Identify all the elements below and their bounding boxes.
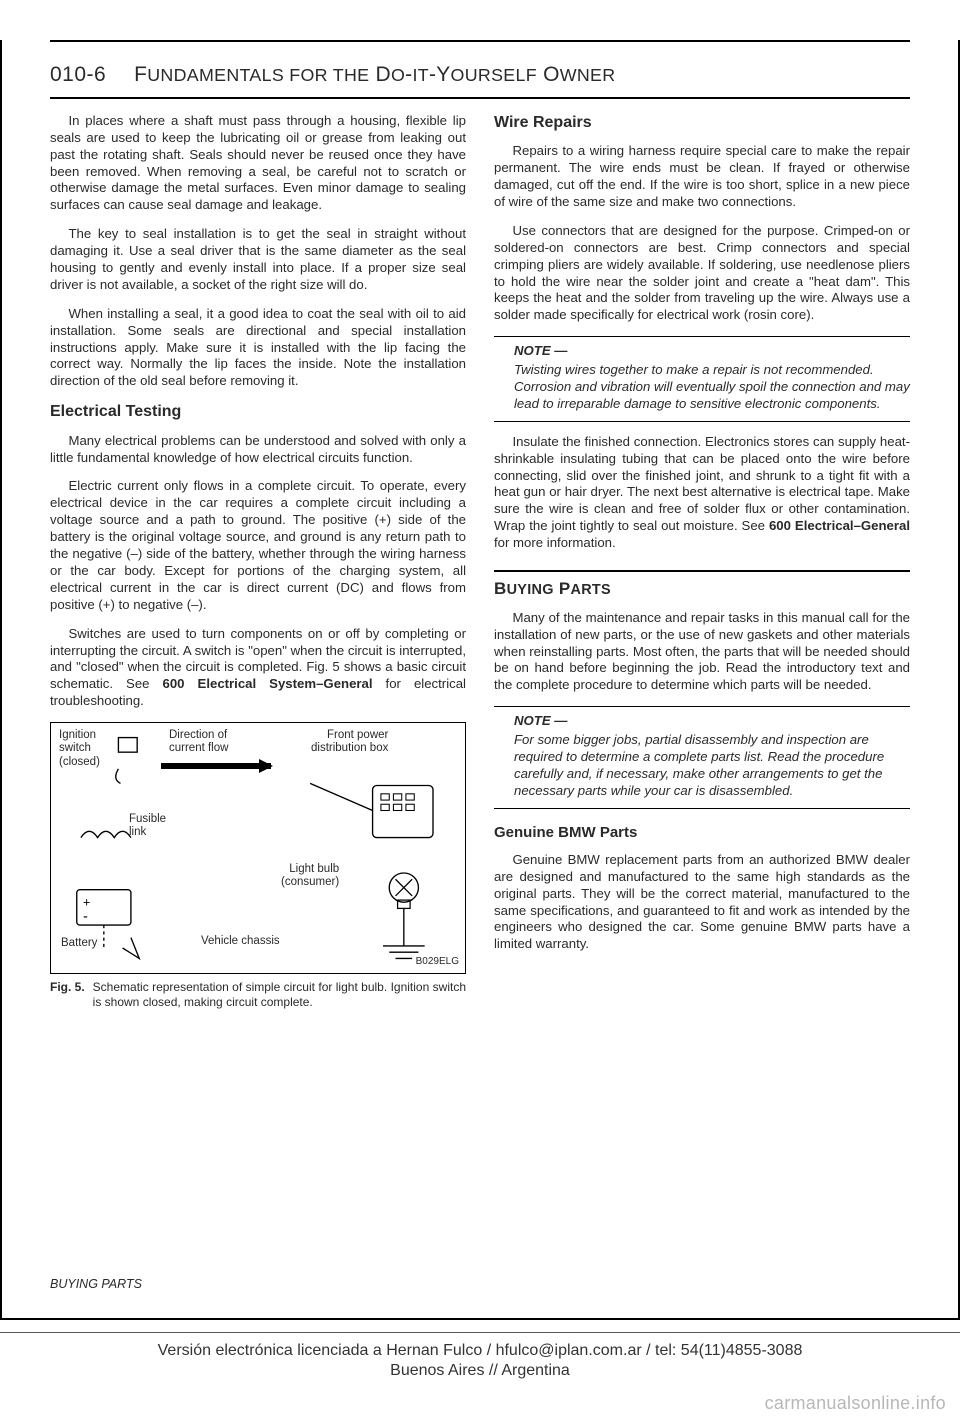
- figure-5-caption: Fig. 5. Schematic representation of simp…: [50, 980, 466, 1011]
- license-line-2: Buenos Aires // Argentina: [0, 1361, 960, 1381]
- label-light-bulb: Light bulb (consumer): [281, 863, 339, 889]
- note-text: For some bigger jobs, partial disassembl…: [514, 732, 884, 798]
- license-line-1: Versión electrónica licenciada a Hernan …: [0, 1341, 960, 1361]
- note-label: NOTE —: [514, 343, 910, 360]
- figure-5-schematic: Ignition switch (closed) Direction of cu…: [50, 722, 466, 974]
- watermark: carmanualsonline.info: [0, 1386, 960, 1425]
- para: In places where a shaft must pass throug…: [50, 113, 466, 214]
- left-column: In places where a shaft must pass throug…: [50, 113, 466, 1011]
- para: Genuine BMW replacement parts from an au…: [494, 852, 910, 953]
- figure-id: B029ELG: [416, 956, 459, 969]
- label-battery: Battery: [61, 937, 97, 950]
- para: When installing a seal, it a good idea t…: [50, 306, 466, 390]
- heading-wire-repairs: Wire Repairs: [494, 113, 910, 133]
- right-column: Wire Repairs Repairs to a wiring harness…: [494, 113, 910, 1011]
- manual-page: 010-6 FUNDAMENTALS FOR THE DO-IT-YOURSEL…: [0, 40, 960, 1320]
- para: The key to seal installation is to get t…: [50, 226, 466, 294]
- heading-buying-parts: BUYING PARTS: [494, 570, 910, 600]
- running-footer: BUYING PARTS: [50, 1276, 142, 1292]
- para: Repairs to a wiring harness require spec…: [494, 143, 910, 211]
- page-title: FUNDAMENTALS FOR THE DO-IT-YOURSELF OWNE…: [134, 63, 615, 86]
- para: Electric current only flows in a complet…: [50, 478, 466, 613]
- note-box: NOTE — Twisting wires together to make a…: [494, 336, 910, 422]
- para: Many of the maintenance and repair tasks…: [494, 610, 910, 694]
- page-code: 010-6: [50, 63, 106, 86]
- license-bar: Versión electrónica licenciada a Hernan …: [0, 1332, 960, 1386]
- note-box: NOTE — For some bigger jobs, partial dis…: [494, 706, 910, 808]
- label-fusible-link: Fusible link: [129, 813, 166, 839]
- para: Use connectors that are designed for the…: [494, 223, 910, 324]
- heading-electrical-testing: Electrical Testing: [50, 402, 466, 422]
- svg-text:-: -: [83, 909, 88, 925]
- svg-text:+: +: [83, 895, 90, 909]
- para: Insulate the finished connection. Electr…: [494, 434, 910, 552]
- note-text: Twisting wires together to make a repair…: [514, 362, 910, 411]
- heading-genuine-bmw-parts: Genuine BMW Parts: [494, 823, 910, 842]
- para: Switches are used to turn components on …: [50, 626, 466, 710]
- page-header: 010-6 FUNDAMENTALS FOR THE DO-IT-YOURSEL…: [50, 42, 910, 99]
- para: Many electrical problems can be understo…: [50, 433, 466, 467]
- label-chassis: Vehicle chassis: [201, 935, 280, 948]
- note-label: NOTE —: [514, 713, 910, 730]
